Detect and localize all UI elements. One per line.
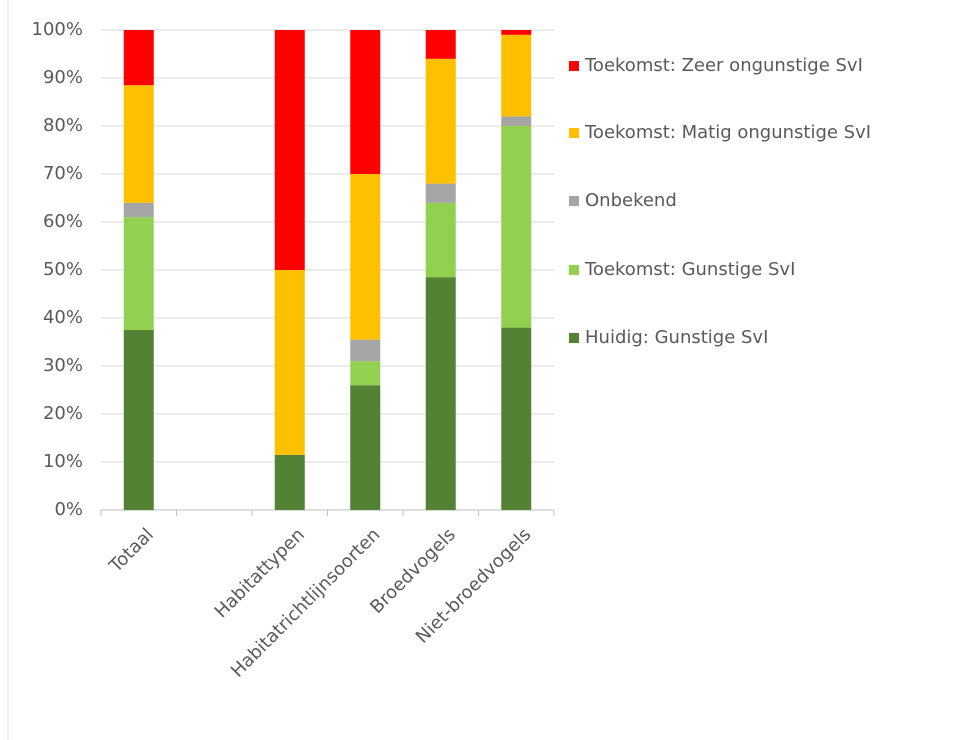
legend-label: Toekomst: Gunstige SvI — [584, 259, 795, 280]
bar-segment — [501, 34, 532, 117]
bar-segment — [274, 270, 305, 455]
bar-segment — [123, 202, 154, 218]
y-tick-label: 90% — [43, 67, 83, 88]
bar-segment — [350, 30, 381, 174]
bar-segment — [123, 330, 154, 510]
legend-label: Toekomst: Zeer ongunstige SvI — [584, 55, 863, 76]
x-tick-label: Habitatrichtlijnsoorten — [227, 524, 384, 681]
legend-swatch — [569, 128, 579, 138]
y-tick-label: 80% — [43, 115, 83, 136]
bar-segment — [350, 174, 381, 340]
y-tick-label: 10% — [43, 451, 83, 472]
y-tick-label: 50% — [43, 259, 83, 280]
y-tick-label: 0% — [54, 499, 83, 520]
bar-segment — [274, 30, 305, 270]
bar-segment — [425, 202, 456, 278]
bar-segment — [425, 30, 456, 59]
legend-label: Onbekend — [585, 190, 677, 211]
y-tick-label: 40% — [43, 307, 83, 328]
legend-swatch — [569, 61, 579, 71]
bar-segment — [501, 30, 532, 35]
bar-segment — [350, 361, 381, 386]
bar-segment — [425, 277, 456, 510]
legend-swatch — [569, 333, 579, 343]
bar-segment — [501, 116, 532, 126]
bar-segment — [425, 58, 456, 184]
bar-segment — [123, 85, 154, 203]
legend-swatch — [569, 265, 579, 275]
y-tick-label: 30% — [43, 355, 83, 376]
bar-segment — [350, 339, 381, 362]
bar-segment — [123, 217, 154, 330]
bar-segment — [123, 30, 154, 86]
x-tick-label: Totaal — [105, 524, 158, 577]
legend-label: Huidig: Gunstige SvI — [585, 327, 768, 348]
y-tick-label: 20% — [43, 403, 83, 424]
y-tick-label: 70% — [43, 163, 83, 184]
bar-segment — [501, 126, 532, 328]
y-tick-label: 100% — [32, 19, 83, 40]
y-tick-label: 60% — [43, 211, 83, 232]
bar-segment — [425, 183, 456, 203]
legend-label: Toekomst: Matig ongunstige SvI — [584, 122, 871, 143]
bar-segment — [350, 385, 381, 510]
bar-segment — [274, 454, 305, 510]
legend-swatch — [569, 196, 579, 206]
bar-segment — [501, 327, 532, 510]
